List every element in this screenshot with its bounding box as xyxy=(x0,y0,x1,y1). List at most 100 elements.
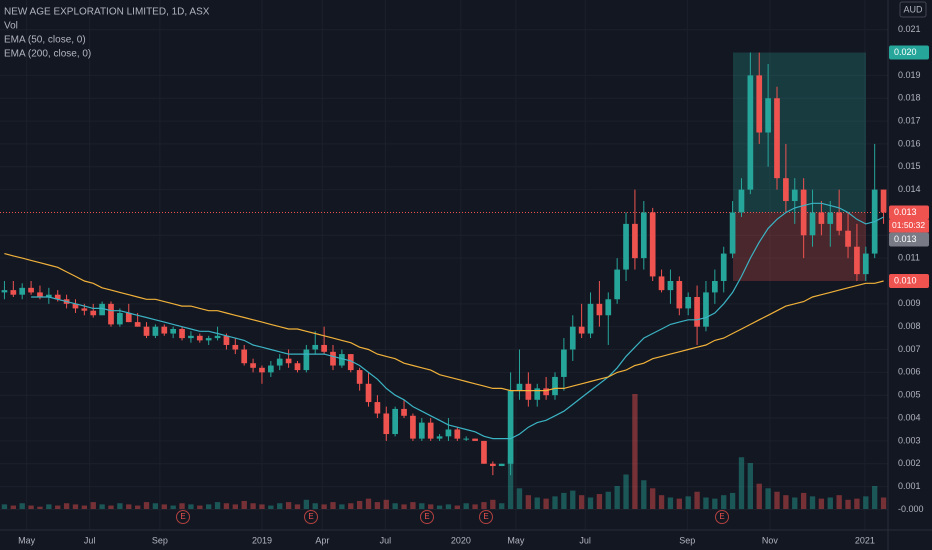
ema-tag: 0.013 xyxy=(894,234,917,244)
volume-bar xyxy=(623,474,629,509)
volume-bar xyxy=(19,503,25,509)
volume-bar xyxy=(765,488,771,509)
candle-body xyxy=(81,308,88,311)
x-tick-label: 2020 xyxy=(451,535,471,545)
candle-body xyxy=(854,246,860,275)
chart-title: NEW AGE EXPLORATION LIMITED, 1D, ASX xyxy=(4,7,210,18)
volume-bar xyxy=(339,504,345,509)
candle-body xyxy=(552,376,558,396)
earnings-label: E xyxy=(424,512,429,521)
target-tag-bg xyxy=(889,45,929,60)
volume-bar xyxy=(445,504,452,509)
entry-tag-bg xyxy=(889,205,929,220)
candle-body xyxy=(188,335,194,339)
volume-bar xyxy=(419,503,425,509)
candle-body xyxy=(214,335,221,339)
earnings-marker xyxy=(420,510,434,524)
candle-body xyxy=(472,438,478,441)
candle-body xyxy=(818,212,825,224)
volume-bar xyxy=(792,497,798,509)
y-tick-label: 0.004 xyxy=(898,412,921,422)
volume-bar xyxy=(703,497,709,509)
x-tick-label: Nov xyxy=(762,535,779,545)
volume-bar xyxy=(827,497,833,509)
stop-zone xyxy=(733,212,866,281)
volume-bar xyxy=(596,494,603,509)
candle-body xyxy=(418,422,425,439)
y-tick-label: 0.016 xyxy=(898,138,921,148)
currency[interactable]: AUD xyxy=(903,4,923,14)
candle-body xyxy=(356,370,363,384)
x-tick-label: May xyxy=(18,535,36,545)
volume-bar xyxy=(845,499,851,509)
volume-bar xyxy=(641,480,647,509)
candle-body xyxy=(339,354,345,366)
x-tick-label: Jul xyxy=(380,535,392,545)
volume-bar xyxy=(516,488,523,509)
candle-body xyxy=(125,312,132,323)
candle-body xyxy=(392,408,399,435)
y-tick-label: 0.007 xyxy=(898,344,921,354)
x-tick-label: 2021 xyxy=(855,535,875,545)
candle-body xyxy=(321,344,327,352)
volume-bar xyxy=(552,496,558,509)
volume-bar xyxy=(507,457,514,509)
volume-bar xyxy=(729,492,736,509)
candle-body xyxy=(108,303,114,325)
y-tick-label: 0.003 xyxy=(898,435,921,445)
candle-body xyxy=(134,322,141,327)
candle-body xyxy=(658,276,665,291)
candle-body xyxy=(37,292,43,297)
volume-bar xyxy=(134,505,141,509)
volume-bar xyxy=(277,503,283,509)
currency-box[interactable] xyxy=(899,1,927,18)
earnings-label: E xyxy=(483,512,488,521)
candle-body xyxy=(365,383,372,403)
volume-bar xyxy=(303,499,310,509)
stop-tag: 0.010 xyxy=(894,275,917,285)
candle-body xyxy=(862,253,869,275)
candle-body xyxy=(587,303,594,334)
candle-body xyxy=(640,212,647,259)
volume-bar xyxy=(294,504,301,509)
volume-bar xyxy=(63,503,70,509)
volume-bar xyxy=(143,502,150,509)
candle-body xyxy=(783,178,789,202)
volume-bar xyxy=(454,505,460,509)
volume-bar xyxy=(392,503,398,509)
volume-bar xyxy=(436,505,443,509)
volume-bar xyxy=(783,495,789,509)
legend-ema200: EMA (200, close, 0) xyxy=(4,49,91,60)
candle-body xyxy=(694,296,700,327)
volume-bar xyxy=(90,502,96,509)
candle-body xyxy=(374,402,381,414)
volume-bar xyxy=(232,504,238,509)
volume-bar xyxy=(356,500,363,509)
candle-body xyxy=(711,280,718,293)
candle-body xyxy=(19,287,26,295)
volume-bar xyxy=(152,503,159,509)
volume-bar xyxy=(872,486,878,509)
x-tick-label: Jul xyxy=(84,535,96,545)
volume-bar xyxy=(570,490,576,509)
x-tick-label: Sep xyxy=(679,535,695,545)
candle-body xyxy=(845,230,851,247)
candle-body xyxy=(179,328,185,339)
volume-bar xyxy=(321,504,327,509)
y-tick-label: 0.017 xyxy=(898,115,921,125)
volume-bar xyxy=(179,503,185,509)
earnings-label: E xyxy=(719,512,724,521)
volume-bar xyxy=(268,505,274,509)
candle-body xyxy=(605,299,612,316)
volume-bar xyxy=(428,504,434,509)
candle-body xyxy=(720,253,727,281)
candle-body xyxy=(28,287,34,293)
candle-body xyxy=(196,335,203,341)
earnings-marker xyxy=(715,510,729,524)
candle-body xyxy=(481,440,487,464)
y-tick-label: 0.006 xyxy=(898,367,921,377)
volume-bar xyxy=(250,503,256,509)
volume-bar xyxy=(818,498,825,509)
y-tick-label: 0.011 xyxy=(898,253,920,263)
volume-bar xyxy=(374,502,381,509)
